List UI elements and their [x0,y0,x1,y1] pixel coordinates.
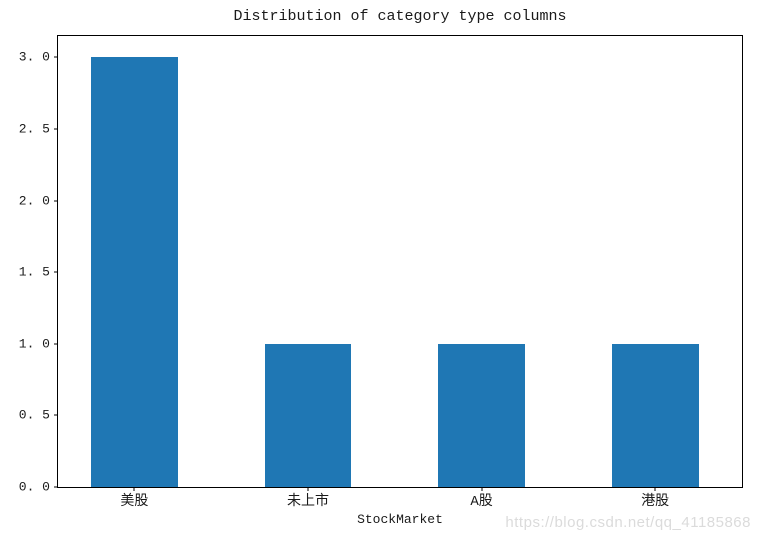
y-tick-label: 1. 0 [18,336,50,352]
y-tick-label: 2. 5 [18,121,50,137]
plot-area: 美股 未上市 A股 港股 0. 0 0. 5 1. 0 1. 5 2. 0 2. 5 3. 0 [19,35,743,510]
bar [611,343,699,487]
x-tick-mark [481,487,483,491]
y-tick-label: 0. 5 [18,407,50,423]
y-tick-mark [54,200,58,202]
y-tick-mark [54,128,58,130]
y-tick-label: 1. 5 [18,264,50,280]
x-axis-label: StockMarket [357,512,443,527]
x-tick-mark [654,487,656,491]
bar [264,343,352,487]
y-tick-mark [54,56,58,58]
y-tick-mark [54,486,58,488]
watermark: https://blog.csdn.net/qq_41185868 [505,514,751,531]
bar [438,343,525,487]
y-tick-label: 0. 0 [18,479,50,495]
y-tick-label: 3. 0 [18,49,50,65]
y-tick-mark [54,271,58,273]
x-tick-mark [133,487,135,491]
y-tick-label: 2. 0 [18,193,50,209]
x-tick-label: A股 [470,494,493,510]
y-tick-mark [54,414,58,416]
x-tick-mark [307,487,309,491]
x-tick-label: 未上市 [286,494,329,510]
y-tick-mark [54,343,58,345]
bar [90,57,178,487]
x-tick-label: 港股 [641,494,670,510]
x-tick-label: 美股 [120,494,149,510]
chart-title: Distribution of category type columns [233,8,567,25]
